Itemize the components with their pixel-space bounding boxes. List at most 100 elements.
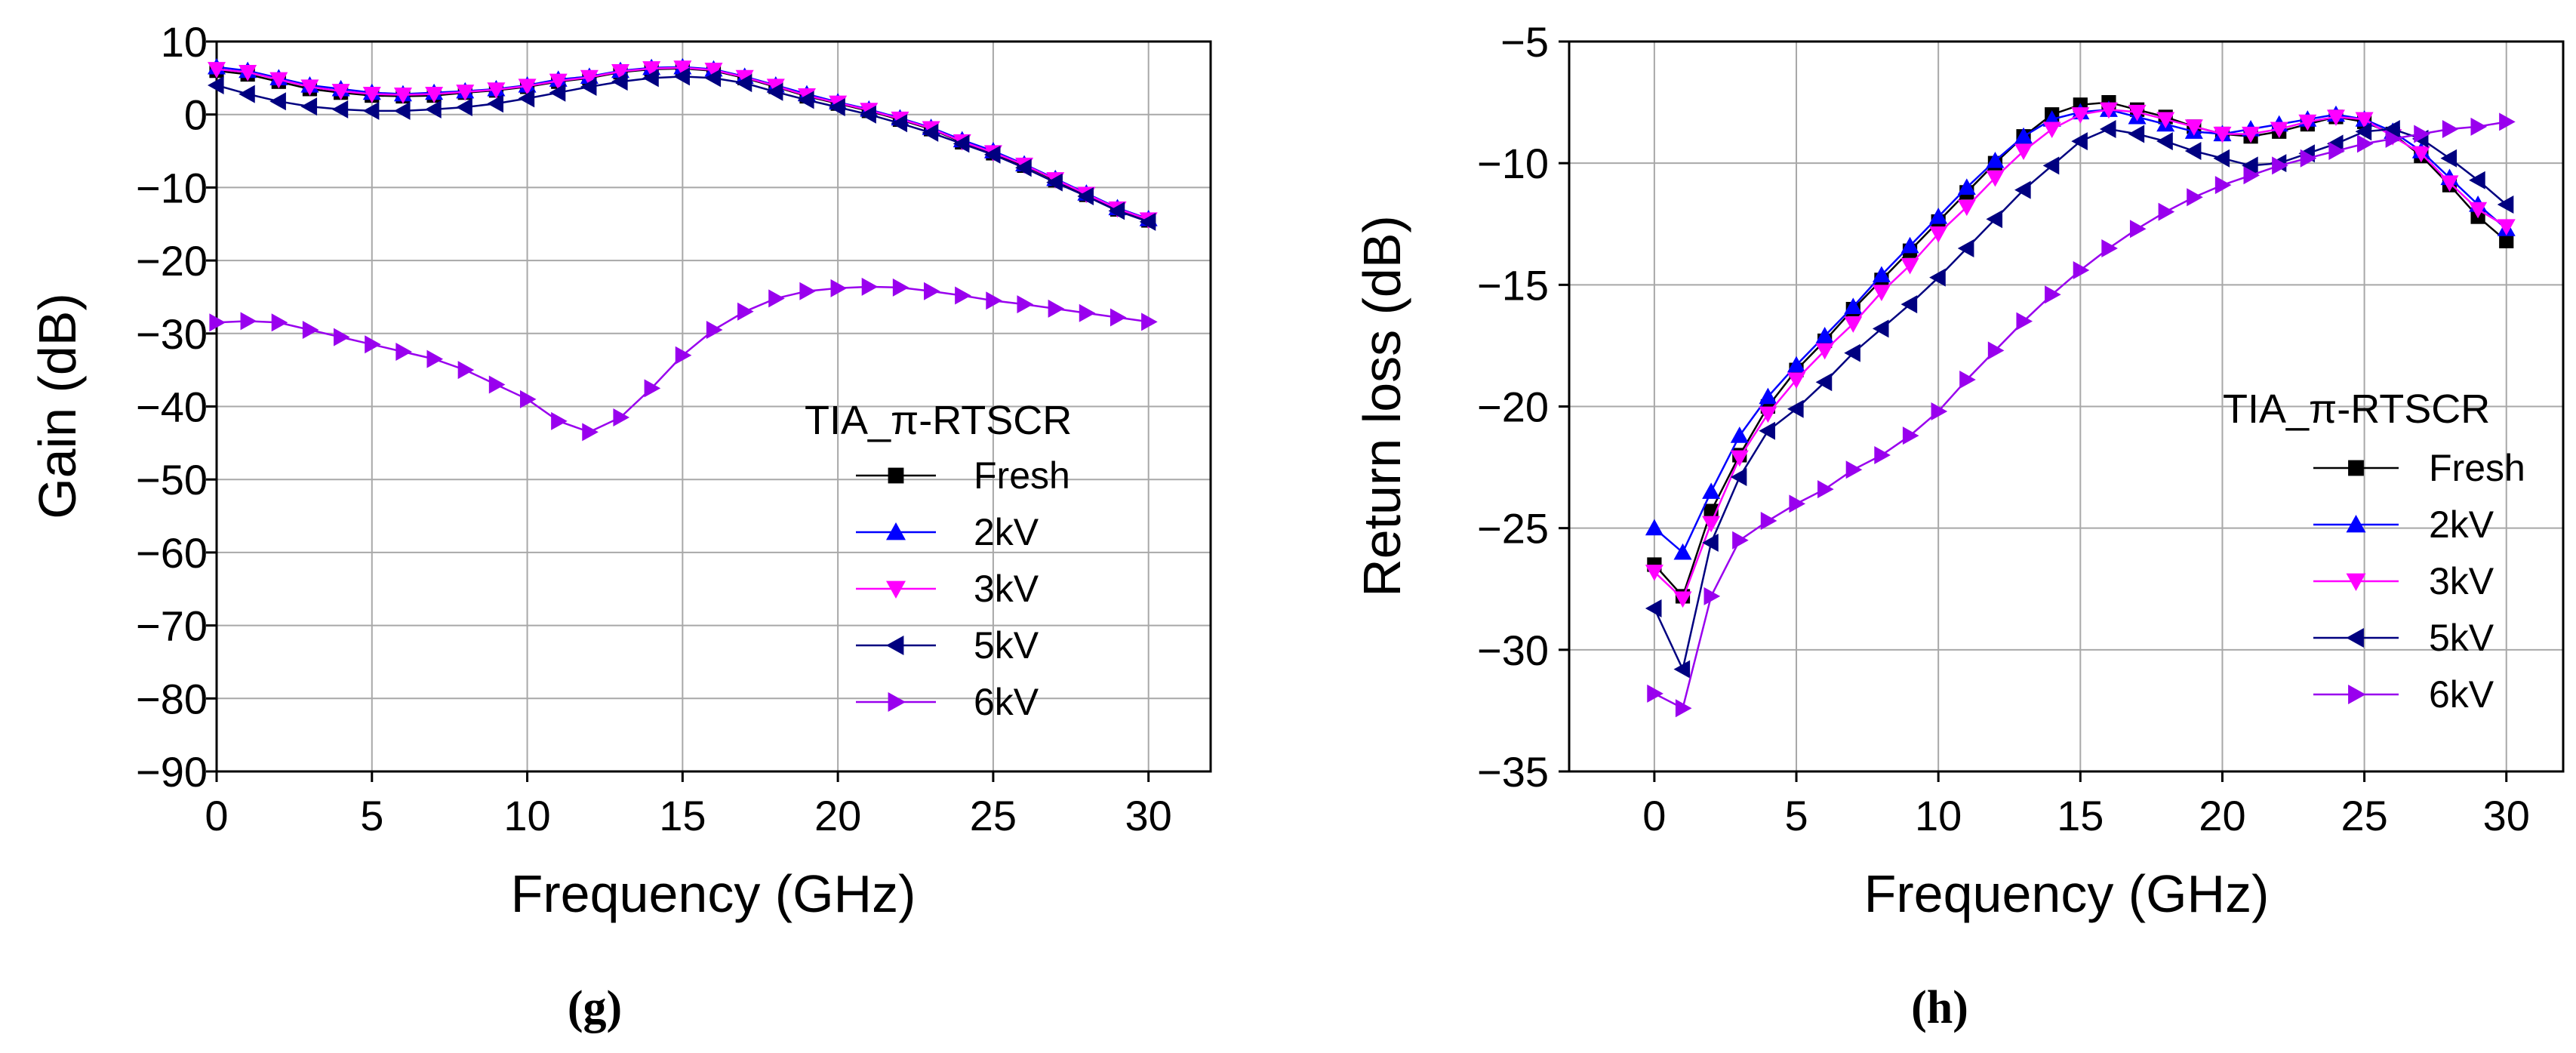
legend-marker-2kv bbox=[2346, 515, 2366, 533]
data-point-3kv bbox=[2014, 143, 2033, 161]
legend-marker-3kv bbox=[2346, 573, 2366, 591]
data-point-3kv bbox=[704, 63, 723, 79]
data-point-2kv bbox=[1815, 327, 1834, 343]
data-point-6kv bbox=[1017, 295, 1034, 314]
y-tick-label: 0 bbox=[184, 91, 208, 139]
y-tick-label: −15 bbox=[1477, 261, 1549, 309]
data-point-5kv bbox=[1844, 343, 1860, 362]
data-point-6kv bbox=[986, 291, 1002, 310]
data-point-6kv bbox=[644, 379, 661, 398]
data-point-5kv bbox=[1046, 173, 1063, 192]
data-point-6kv bbox=[830, 279, 848, 297]
data-point-6kv bbox=[1732, 531, 1749, 550]
data-point-3kv bbox=[1872, 285, 1891, 302]
data-point-6kv bbox=[1817, 480, 1834, 499]
data-point-6kv bbox=[737, 302, 754, 321]
data-point-5kv bbox=[704, 69, 722, 88]
data-point-5kv bbox=[1015, 159, 1032, 177]
data-point-6kv bbox=[768, 289, 785, 308]
data-point-5kv bbox=[456, 98, 472, 117]
legend-marker-3kv bbox=[886, 580, 906, 599]
data-point-6kv bbox=[209, 313, 226, 332]
data-point-3kv bbox=[239, 65, 257, 82]
data-point-3kv bbox=[2440, 175, 2459, 192]
y-tick-label: −70 bbox=[136, 602, 208, 650]
legend: TIA_π-RTSCR Fresh 2kV 3kV 5kV 6kV bbox=[805, 398, 1072, 723]
data-point-6kv bbox=[582, 423, 599, 442]
data-point-5kv bbox=[2355, 122, 2372, 141]
legend-label-2kv: 2kV bbox=[2429, 503, 2494, 546]
data-point-5kv bbox=[331, 100, 349, 119]
data-point-2kv bbox=[1645, 519, 1663, 536]
data-point-3kv bbox=[2411, 146, 2430, 163]
data-point-5kv bbox=[2213, 149, 2230, 168]
data-point-5kv bbox=[2469, 171, 2485, 189]
data-point-3kv bbox=[2213, 126, 2232, 143]
data-point-2kv bbox=[1844, 297, 1863, 314]
data-point-3kv bbox=[425, 87, 444, 103]
data-point-6kv bbox=[2470, 117, 2488, 136]
data-point-5kv bbox=[1730, 467, 1747, 486]
data-point-6kv bbox=[1109, 308, 1127, 327]
data-point-2kv bbox=[1673, 543, 1692, 560]
data-point-6kv bbox=[1079, 303, 1096, 322]
legend-marker-fresh bbox=[888, 467, 904, 484]
data-point-6kv bbox=[1760, 511, 1777, 530]
y-tick-label: −30 bbox=[1477, 627, 1549, 674]
y-tick-label: −35 bbox=[1477, 748, 1549, 796]
chart-g: 0 5 10 15 20 25 30 10 0 −10 −20 −30 −40 −50 −60 −70 −80 −… bbox=[28, 18, 1212, 1033]
data-point-2kv bbox=[1759, 387, 1777, 405]
data-point-5kv bbox=[1108, 202, 1125, 220]
legend-marker-2kv bbox=[886, 522, 906, 540]
data-point-3kv bbox=[1844, 316, 1863, 333]
data-point-3kv bbox=[1957, 199, 1976, 217]
y-tick-label: −20 bbox=[136, 237, 208, 285]
data-point-3kv bbox=[456, 85, 475, 101]
legend-label-6kv: 6kV bbox=[2429, 673, 2494, 716]
data-point-5kv bbox=[2128, 125, 2145, 143]
x-tick-label: 15 bbox=[2057, 792, 2104, 839]
legend-label-6kv: 6kV bbox=[974, 681, 1039, 723]
data-point-2kv bbox=[1986, 151, 2005, 168]
data-point-6kv bbox=[2214, 176, 2232, 195]
x-tick-label: 0 bbox=[205, 792, 228, 839]
data-point-6kv bbox=[302, 320, 319, 339]
x-tick-label: 25 bbox=[2341, 792, 2387, 839]
data-point-5kv bbox=[1986, 210, 2003, 229]
data-point-6kv bbox=[706, 320, 723, 339]
legend-label-fresh: Fresh bbox=[2429, 447, 2525, 489]
data-point-fresh bbox=[2499, 233, 2514, 248]
data-point-5kv bbox=[983, 145, 1001, 164]
data-point-5kv bbox=[766, 82, 783, 101]
data-point-5kv bbox=[1957, 239, 1974, 257]
data-point-5kv bbox=[2440, 149, 2458, 168]
data-point-5kv bbox=[953, 134, 970, 153]
data-point-2kv bbox=[1787, 356, 1806, 373]
data-point-3kv bbox=[487, 82, 506, 99]
y-axis-label: Return loss (dB) bbox=[1353, 215, 1411, 597]
data-point-6kv bbox=[1987, 341, 2005, 360]
data-point-6kv bbox=[2328, 142, 2345, 161]
data-point-2kv bbox=[2014, 127, 2033, 144]
data-point-5kv bbox=[362, 101, 380, 120]
data-point-5kv bbox=[269, 92, 286, 111]
data-point-6kv bbox=[2272, 156, 2288, 175]
data-point-6kv bbox=[519, 389, 537, 408]
data-point-6kv bbox=[1931, 402, 1948, 420]
data-point-3kv bbox=[300, 79, 319, 96]
data-point-3kv bbox=[518, 79, 537, 95]
data-point-6kv bbox=[2300, 149, 2317, 168]
data-point-2kv bbox=[1872, 266, 1891, 283]
data-point-5kv bbox=[2242, 156, 2258, 175]
data-point-3kv bbox=[208, 62, 226, 79]
data-point-6kv bbox=[1647, 684, 1663, 703]
data-point-3kv bbox=[362, 87, 381, 103]
data-point-6kv bbox=[365, 335, 381, 354]
data-point-6kv bbox=[1703, 587, 1721, 605]
x-axis-label: Frequency (GHz) bbox=[1864, 864, 2270, 923]
legend-marker-6kv bbox=[888, 692, 906, 712]
data-point-6kv bbox=[551, 411, 568, 430]
series-5kv bbox=[208, 67, 1156, 231]
data-point-6kv bbox=[2499, 112, 2516, 131]
data-point-6kv bbox=[457, 361, 475, 380]
